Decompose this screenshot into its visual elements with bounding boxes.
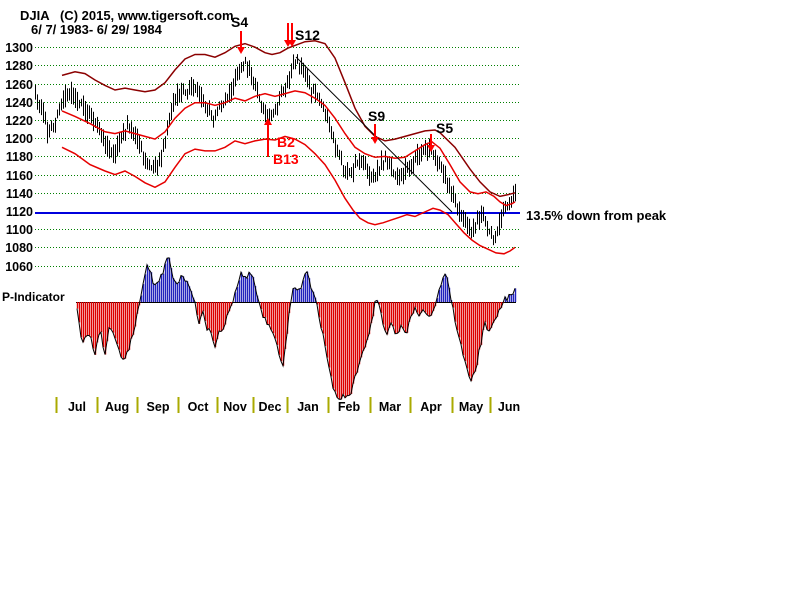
signal-S5: S5 (427, 120, 453, 152)
y-tick-label-1060: 1060 (5, 260, 33, 274)
signal-arrowhead-icon (264, 118, 272, 125)
y-tick-label-1180: 1180 (6, 150, 33, 164)
y-tick-label-1220: 1220 (5, 114, 33, 128)
y-tick-label-1160: 1160 (6, 169, 33, 183)
lower-band (61, 135, 516, 255)
y-tick-label-1140: 1140 (6, 187, 33, 201)
signal-arrowhead-icon (288, 40, 296, 47)
djia-chart-canvas: 1300 1280 1260 1240 1220 1200 1180 1160 1140 1120… (5, 14, 520, 414)
upper-band (61, 40, 516, 198)
month-label-apr: Apr (420, 400, 442, 414)
signal-S4: S4 (231, 14, 248, 54)
signal-S9: S9 (368, 108, 385, 144)
signal-label-S4: S4 (231, 14, 248, 30)
signal-label-B13: B13 (273, 151, 299, 167)
y-tick-label-1280: 1280 (5, 59, 33, 73)
y-tick-label-1080: 1080 (5, 241, 33, 255)
trading-bands (61, 40, 516, 255)
month-label-oct: Oct (188, 400, 210, 414)
peak-drawdown-note: 13.5% down from peak (526, 208, 667, 223)
signal-arrowhead-icon (237, 47, 245, 54)
p-indicator-envelope (76, 257, 516, 400)
month-label-jan: Jan (297, 400, 319, 414)
month-label-mar: Mar (379, 400, 401, 414)
month-label-nov: Nov (223, 400, 247, 414)
month-label-jul: Jul (68, 400, 86, 414)
signal-label-B2: B2 (277, 134, 295, 150)
signal-B2: B2 (264, 118, 295, 157)
y-tick-label-1100: 1100 (6, 223, 33, 237)
month-axis: Jul Aug Sep Oct Nov Dec Jan Feb Mar Apr May Jun (55, 397, 520, 414)
month-label-sep: Sep (147, 400, 170, 414)
y-axis-labels: 1300 1280 1260 1240 1220 1200 1180 1160 1140 1120… (5, 41, 33, 274)
price-bars (35, 54, 516, 246)
y-tick-label-1200: 1200 (5, 132, 33, 146)
month-label-may: May (459, 400, 483, 414)
signal-S12: S12 (284, 23, 320, 47)
signal-B13: B13 (273, 151, 299, 167)
signal-label-S12: S12 (295, 27, 320, 43)
p-indicator-label: P-Indicator (2, 290, 65, 304)
month-label-jun: Jun (498, 400, 520, 414)
month-label-feb: Feb (338, 400, 361, 414)
y-tick-label-1120: 1120 (6, 205, 33, 219)
y-tick-label-1300: 1300 (5, 41, 33, 55)
chart-date-range: 6/ 7/ 1983- 6/ 29/ 1984 (31, 22, 162, 37)
month-label-dec: Dec (259, 400, 282, 414)
signal-label-S5: S5 (436, 120, 453, 136)
signal-label-S9: S9 (368, 108, 385, 124)
chart-title: DJIA (C) 2015, www.tigersoft.com (20, 8, 234, 23)
y-tick-label-1240: 1240 (5, 96, 33, 110)
signal-arrowhead-icon (371, 137, 379, 144)
month-label-aug: Aug (105, 400, 129, 414)
p-indicator-histogram (76, 257, 517, 400)
y-tick-label-1260: 1260 (5, 78, 33, 92)
signal-arrowhead-icon (427, 145, 435, 152)
middle-band (61, 90, 516, 207)
